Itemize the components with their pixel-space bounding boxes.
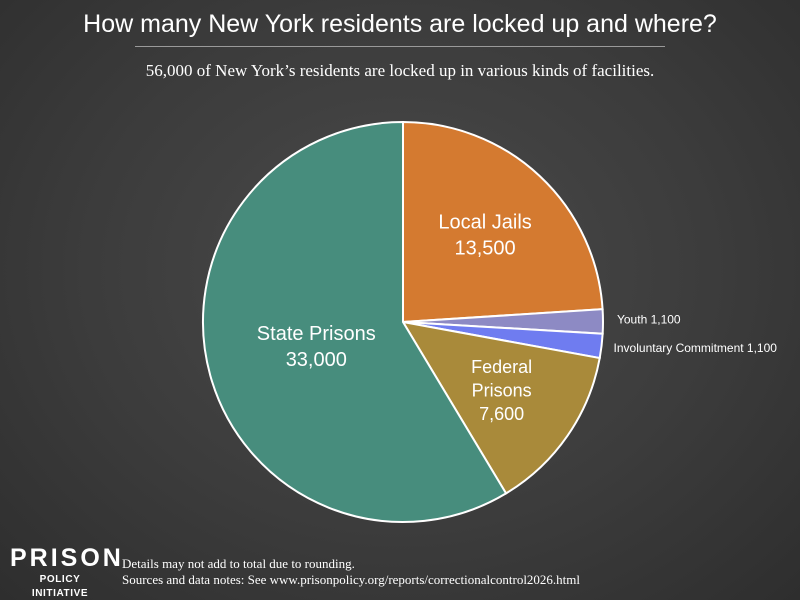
chart-subtitle: 56,000 of New York’s residents are locke…: [145, 61, 655, 80]
pie-slice-federal-prisons: [401, 320, 601, 495]
slice-label-involuntary-commitment: Involuntary Commitment 1,100: [614, 341, 778, 355]
footer-notes: Details may not add to total due to roun…: [122, 556, 580, 588]
pie-labels: Local Jails 13,500 Youth 1,100 Involuntary …: [257, 211, 777, 424]
logo-subtitle: POLICY INITIATIVE: [31, 574, 89, 599]
title-divider: [135, 46, 665, 47]
chart-title: How many New York residents are locked u…: [83, 10, 717, 38]
slice-value-federal-prisons: 7,600: [479, 404, 524, 424]
slice-value-local-jails: 13,500: [455, 237, 516, 259]
pie-slice-state-prisons: [202, 120, 508, 523]
slice-value-state-prisons: 33,000: [286, 349, 347, 371]
logo-wordmark: PRISON: [10, 544, 124, 572]
rounding-note: Details may not add to total due to roun…: [122, 556, 355, 571]
slice-label-youth: Youth 1,100: [617, 312, 681, 326]
pie-slice-local-jails: [402, 120, 604, 324]
slice-label-federal-prisons: Prisons: [472, 381, 532, 401]
slice-label-local-jails: Local Jails: [438, 211, 531, 233]
sources-note: Sources and data notes: See www.prisonpo…: [122, 572, 581, 587]
slice-label-federal-prisons: Federal: [471, 357, 532, 377]
prison-policy-initiative-logo: PRISON POLICY INITIATIVE: [10, 544, 124, 600]
slice-label-state-prisons: State Prisons: [257, 323, 376, 345]
pie-slices: [202, 120, 604, 523]
